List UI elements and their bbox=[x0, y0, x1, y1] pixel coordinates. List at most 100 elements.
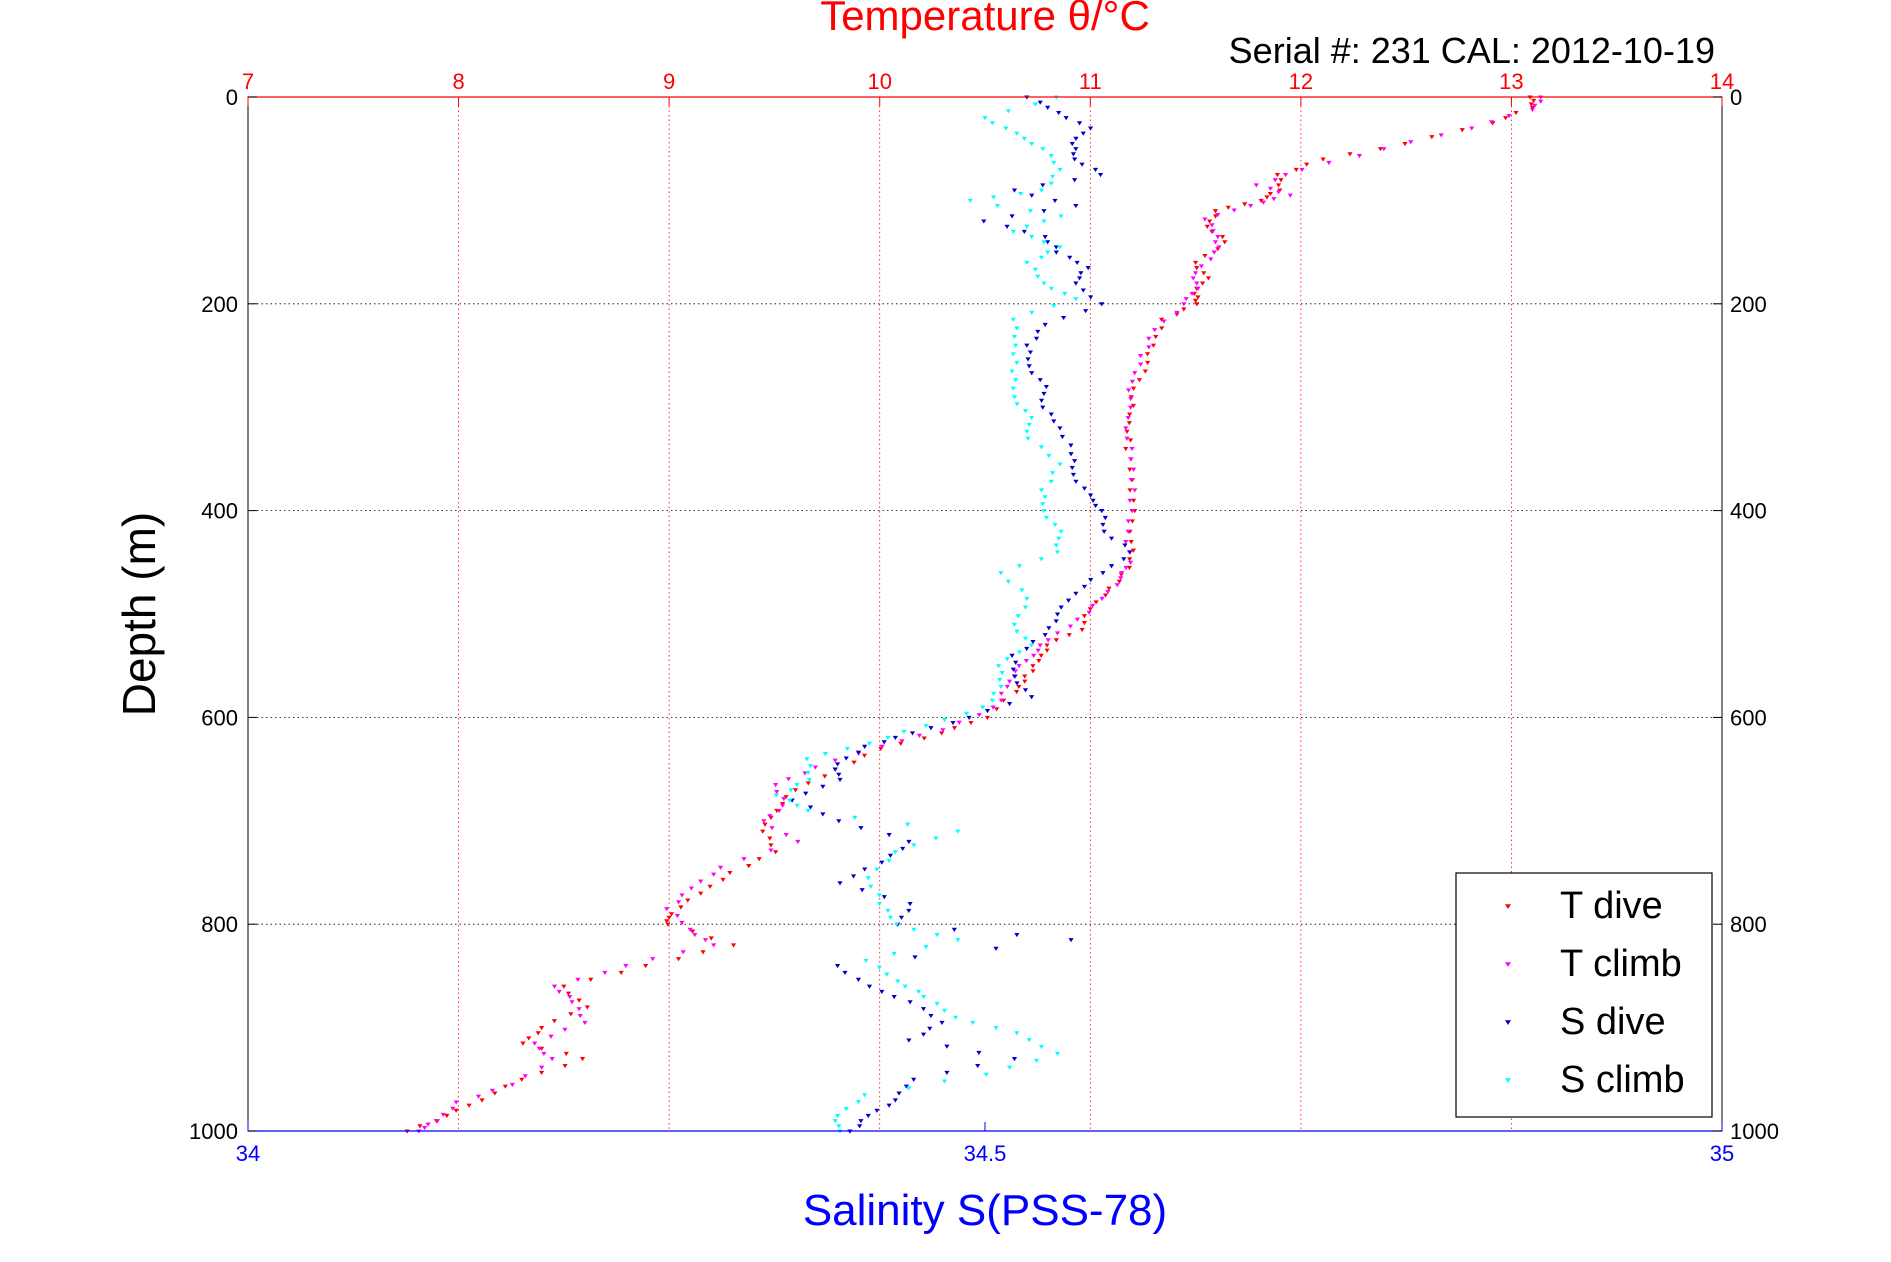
data-point bbox=[1029, 695, 1035, 700]
data-point bbox=[1029, 415, 1035, 421]
data-point bbox=[690, 929, 696, 934]
data-point bbox=[1129, 379, 1135, 384]
data-point bbox=[1057, 426, 1063, 431]
data-point bbox=[1108, 536, 1115, 541]
data-point bbox=[1123, 447, 1129, 452]
data-point bbox=[1024, 596, 1030, 602]
data-point bbox=[1276, 183, 1282, 188]
data-point bbox=[795, 839, 801, 845]
data-point bbox=[832, 758, 838, 763]
data-point bbox=[1051, 419, 1057, 424]
data-point bbox=[1181, 302, 1187, 307]
data-point bbox=[1137, 353, 1144, 359]
data-point bbox=[1085, 266, 1091, 271]
data-point bbox=[1057, 167, 1063, 172]
data-point bbox=[866, 984, 873, 989]
data-point bbox=[1128, 478, 1134, 483]
data-point bbox=[1044, 648, 1050, 653]
data-point bbox=[909, 731, 916, 736]
data-point bbox=[952, 1015, 959, 1020]
data-point bbox=[1146, 336, 1152, 341]
data-point bbox=[907, 1000, 913, 1005]
data-point bbox=[1195, 286, 1201, 291]
data-point bbox=[885, 735, 891, 740]
data-point bbox=[939, 1020, 945, 1026]
data-point bbox=[1031, 653, 1037, 658]
data-point bbox=[1194, 281, 1200, 286]
data-point bbox=[1054, 550, 1061, 555]
series-s-dive bbox=[789, 95, 1133, 1134]
data-point bbox=[984, 708, 991, 714]
data-point bbox=[993, 946, 999, 951]
data-point bbox=[1048, 181, 1054, 186]
data-point bbox=[685, 898, 691, 903]
data-point bbox=[1272, 178, 1278, 183]
data-point bbox=[876, 893, 882, 898]
data-point bbox=[1208, 257, 1214, 262]
data-point bbox=[1124, 436, 1130, 441]
data-point bbox=[920, 1032, 927, 1037]
data-point bbox=[852, 815, 858, 820]
data-point bbox=[1037, 378, 1043, 383]
data-point bbox=[802, 771, 808, 776]
data-point bbox=[1009, 369, 1015, 374]
data-point bbox=[1260, 200, 1267, 205]
data-point bbox=[1038, 653, 1044, 658]
data-point bbox=[1106, 586, 1112, 591]
data-point bbox=[1038, 557, 1045, 562]
data-point bbox=[1011, 622, 1018, 627]
data-point bbox=[1054, 631, 1061, 636]
top-tick-label: 12 bbox=[1289, 69, 1313, 94]
data-point bbox=[1068, 443, 1074, 448]
data-point bbox=[1073, 147, 1079, 152]
data-point bbox=[1025, 436, 1031, 441]
data-point bbox=[579, 1057, 586, 1062]
data-point bbox=[1125, 415, 1131, 421]
data-point bbox=[1029, 371, 1035, 376]
data-point bbox=[1004, 684, 1010, 689]
data-point bbox=[522, 1074, 528, 1079]
legend-marker bbox=[1505, 904, 1511, 909]
data-point bbox=[1081, 584, 1088, 590]
data-point bbox=[1040, 147, 1046, 152]
data-point bbox=[837, 881, 843, 886]
data-point bbox=[1099, 509, 1105, 514]
data-point bbox=[944, 1044, 950, 1049]
data-point bbox=[562, 1027, 568, 1032]
data-point bbox=[804, 757, 810, 762]
data-point bbox=[1041, 391, 1047, 397]
data-point bbox=[679, 893, 685, 898]
data-point bbox=[1274, 172, 1280, 178]
data-point bbox=[1022, 409, 1029, 414]
data-point bbox=[1016, 684, 1022, 689]
data-point bbox=[884, 972, 890, 977]
data-point bbox=[1231, 208, 1237, 213]
data-point bbox=[762, 822, 768, 827]
data-point bbox=[1158, 317, 1165, 322]
data-point bbox=[881, 895, 887, 900]
data-point bbox=[1529, 107, 1536, 113]
data-point bbox=[1278, 178, 1284, 183]
data-point bbox=[1105, 590, 1111, 595]
data-point bbox=[1013, 378, 1019, 383]
data-point bbox=[982, 116, 988, 121]
data-point bbox=[991, 195, 997, 200]
data-point bbox=[1122, 543, 1128, 548]
data-point bbox=[760, 829, 766, 834]
data-point bbox=[1048, 154, 1054, 159]
left-tick-label: 800 bbox=[201, 912, 238, 937]
data-point bbox=[1044, 643, 1050, 648]
data-point bbox=[1010, 229, 1016, 235]
data-point bbox=[876, 901, 883, 907]
data-point bbox=[1377, 147, 1384, 152]
data-point bbox=[956, 720, 962, 725]
data-point bbox=[773, 783, 779, 788]
data-point bbox=[556, 989, 562, 995]
data-point bbox=[1011, 1057, 1018, 1062]
data-point bbox=[1056, 110, 1062, 116]
legend-label: T climb bbox=[1560, 943, 1682, 985]
data-point bbox=[536, 1046, 542, 1051]
data-point bbox=[1014, 360, 1020, 365]
data-point bbox=[1065, 598, 1072, 603]
data-point bbox=[1022, 688, 1029, 693]
